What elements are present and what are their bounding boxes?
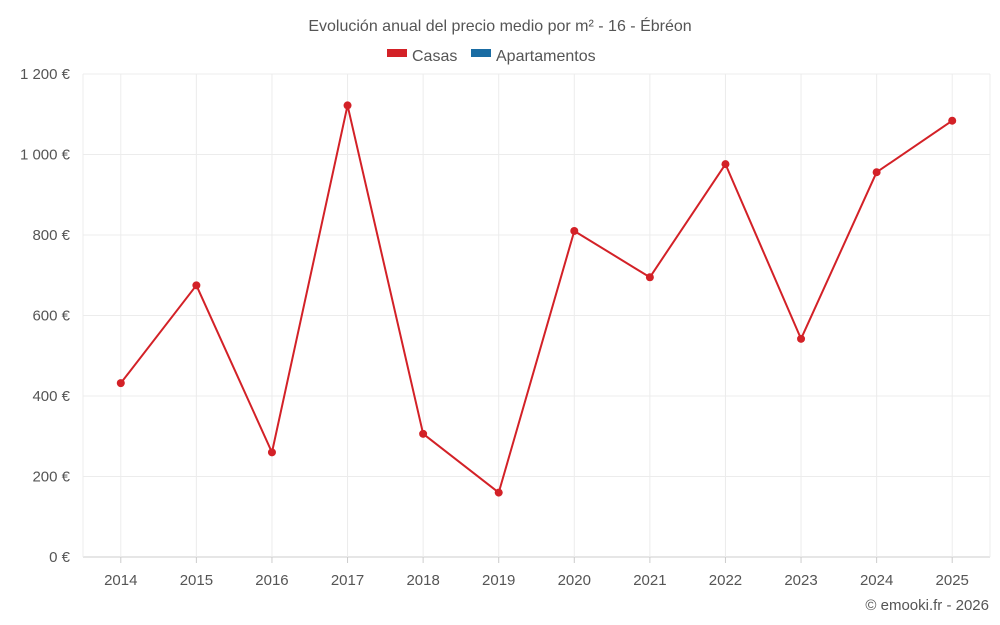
x-tick-label: 2023 [784, 572, 817, 589]
legend-swatch-apartamentos [471, 49, 491, 57]
y-tick-label: 400 € [32, 388, 70, 405]
data-point[interactable] [419, 429, 428, 438]
series-casas [116, 101, 957, 497]
data-point[interactable] [948, 116, 957, 125]
y-tick-label: 600 € [32, 308, 70, 325]
legend-label-casas[interactable]: Casas [412, 48, 457, 65]
series-line [120, 104, 953, 494]
y-tick-label: 200 € [32, 469, 70, 486]
data-point[interactable] [570, 226, 579, 235]
data-point[interactable] [872, 168, 881, 177]
legend: Casas Apartamentos [387, 48, 596, 65]
data-point[interactable] [721, 160, 730, 169]
y-tick-label: 0 € [49, 549, 71, 566]
x-tick-label: 2025 [936, 572, 969, 589]
data-point[interactable] [267, 448, 276, 457]
data-point[interactable] [645, 273, 654, 282]
data-point[interactable] [494, 488, 503, 497]
data-point[interactable] [797, 334, 806, 343]
chart-title: Evolución anual del precio medio por m² … [308, 16, 691, 35]
x-tick-label: 2021 [633, 572, 666, 589]
x-tick-label: 2014 [104, 572, 137, 589]
x-tick-label: 2019 [482, 572, 515, 589]
legend-label-apartamentos[interactable]: Apartamentos [496, 48, 596, 65]
legend-swatch-casas [387, 49, 407, 57]
x-tick-label: 2015 [180, 572, 213, 589]
x-tick-label: 2020 [558, 572, 591, 589]
x-tick-label: 2016 [255, 572, 288, 589]
y-tick-label: 1 200 € [20, 66, 71, 83]
x-tick-label: 2022 [709, 572, 742, 589]
data-point[interactable] [192, 281, 201, 290]
y-tick-label: 1 000 € [20, 147, 71, 164]
x-tick-label: 2018 [406, 572, 439, 589]
grid [82, 73, 991, 558]
data-point[interactable] [116, 379, 125, 388]
x-tick-label: 2024 [860, 572, 893, 589]
x-tick-label: 2017 [331, 572, 364, 589]
axes: 0 € 200 € 400 € 600 € 800 € 1 000 € 1 200 € 201… [20, 66, 969, 589]
data-point[interactable] [343, 101, 352, 110]
credit-text: © emooki.fr - 2026 [865, 597, 989, 614]
y-tick-label: 800 € [32, 227, 70, 244]
